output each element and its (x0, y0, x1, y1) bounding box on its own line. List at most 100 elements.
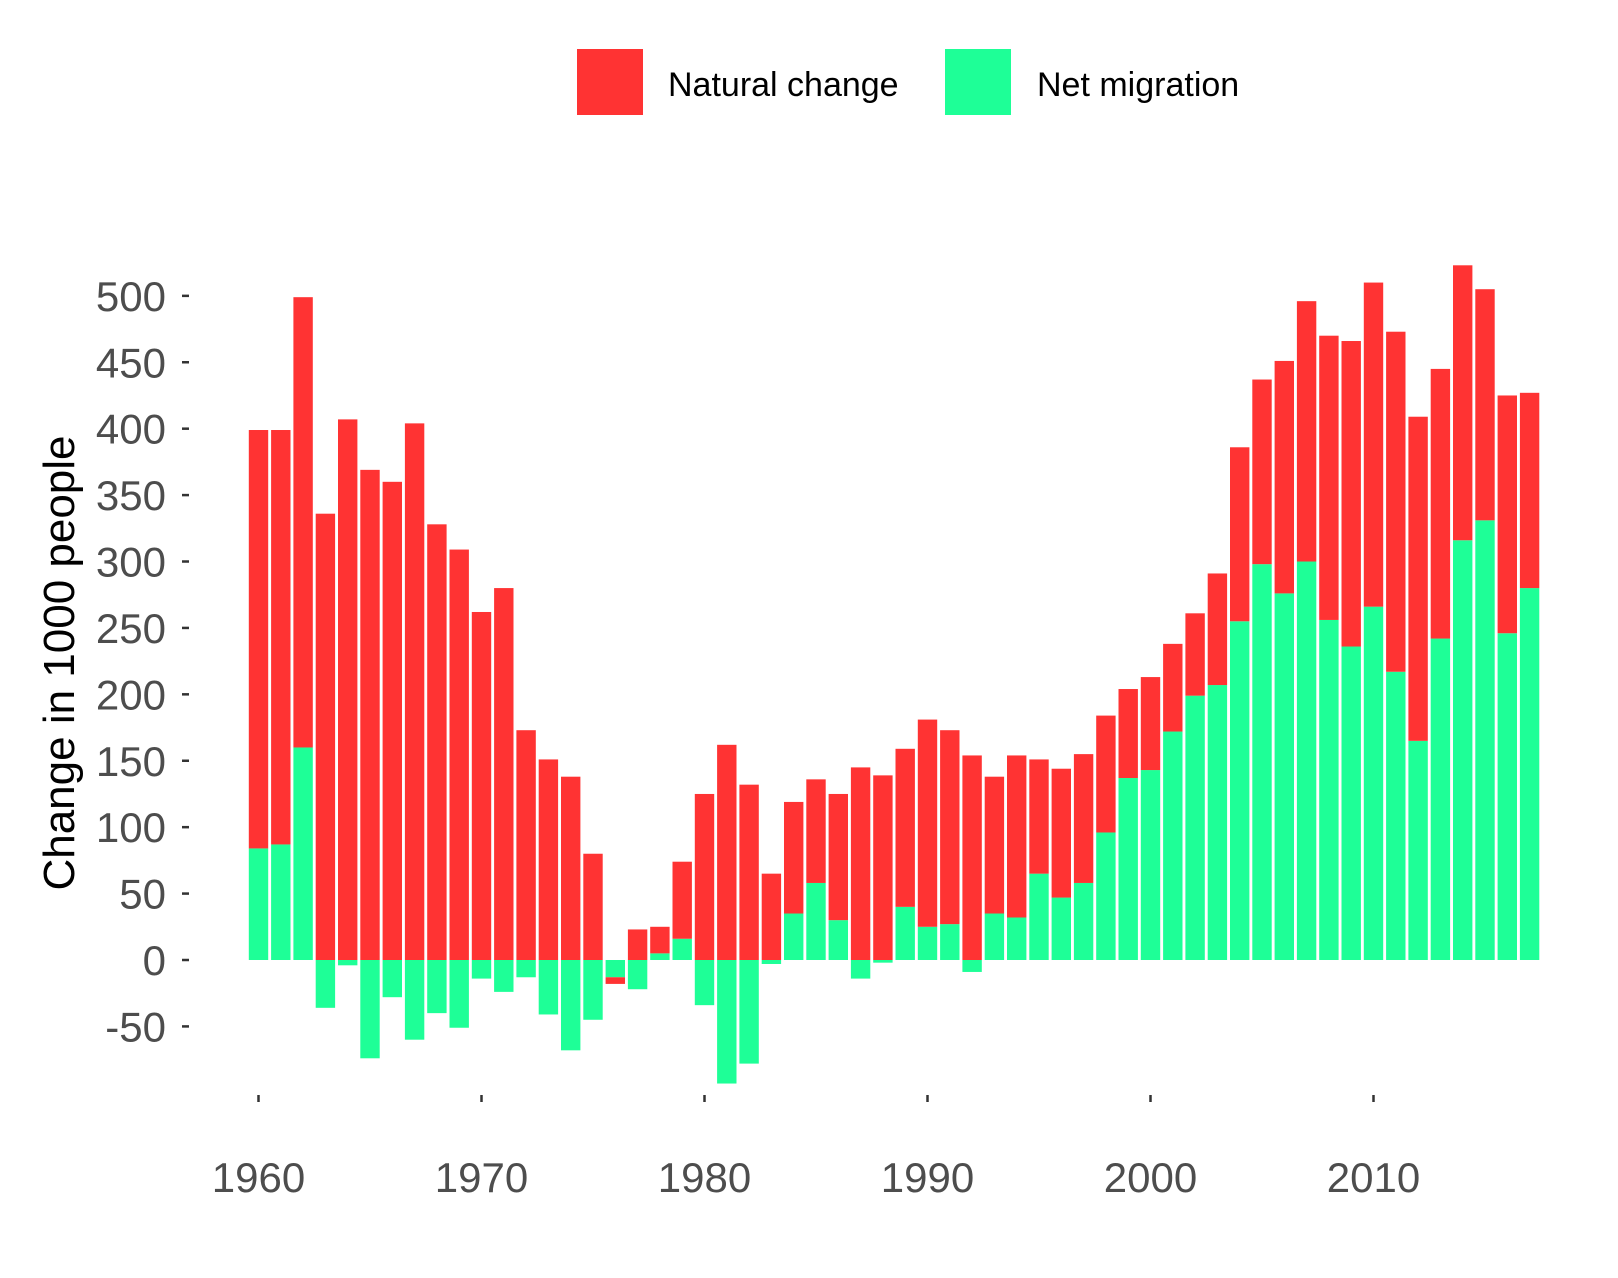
legend: Natural change Net migration (577, 49, 1239, 115)
bar-natural-change (1430, 368, 1451, 639)
bar-net-migration (338, 960, 358, 966)
y-axis-title: Change in 1000 people (35, 435, 84, 890)
bar-net-migration (404, 960, 425, 1040)
bar-net-migration (1341, 646, 1361, 960)
bar-net-migration (717, 960, 737, 1084)
bar-natural-change (1319, 335, 1339, 620)
bar-natural-change (1163, 643, 1183, 732)
bar-net-migration (471, 960, 492, 979)
bar-natural-change (1519, 392, 1540, 589)
bar-net-migration (1408, 740, 1428, 960)
y-tick-label: 50 (119, 871, 166, 918)
bars (248, 265, 1540, 1084)
bar-natural-change (494, 588, 514, 960)
bar-natural-change (1386, 331, 1406, 672)
bar-natural-change (1140, 677, 1161, 771)
x-tick-label: 1980 (658, 1154, 751, 1201)
bar-natural-change (1475, 289, 1495, 521)
bar-natural-change (1007, 755, 1027, 918)
bar-net-migration (940, 924, 960, 960)
legend-label-natural-change: Natural change (668, 66, 899, 104)
bar-net-migration (449, 960, 469, 1028)
bar-natural-change (315, 513, 336, 960)
bar-net-migration (739, 960, 759, 1064)
bar-natural-change (850, 767, 871, 960)
bar-net-migration (1073, 882, 1094, 960)
bar-natural-change (1118, 689, 1138, 779)
bar-natural-change (1296, 301, 1317, 562)
bar-net-migration (1207, 685, 1228, 960)
bar-natural-change (940, 730, 960, 925)
bar-net-migration (1118, 778, 1138, 960)
bar-natural-change (471, 611, 492, 960)
bar-natural-change (1207, 573, 1228, 686)
bar-net-migration (806, 882, 826, 960)
bar-net-migration (1185, 695, 1205, 960)
bar-natural-change (895, 748, 915, 907)
y-tick-label: 0 (143, 937, 166, 984)
bar-net-migration (427, 960, 447, 1014)
y-tick-label: 500 (96, 273, 166, 320)
bar-natural-change (404, 423, 425, 960)
bar-natural-change (917, 719, 938, 927)
legend-swatch-natural-change (577, 49, 643, 115)
bar-net-migration (516, 960, 536, 978)
bar-net-migration (248, 848, 269, 960)
bar-natural-change (962, 755, 982, 960)
bar-natural-change (1497, 395, 1517, 634)
bar-net-migration (538, 960, 559, 1015)
y-tick-label: 350 (96, 472, 166, 519)
bar-net-migration (1029, 873, 1049, 960)
bar-net-migration (1319, 619, 1339, 960)
bar-natural-change (1185, 613, 1205, 696)
bar-natural-change (984, 776, 1005, 914)
x-tick-label: 1970 (435, 1154, 528, 1201)
bar-net-migration (650, 953, 670, 960)
bar-natural-change (449, 549, 469, 960)
bar-net-migration (315, 960, 336, 1008)
bar-net-migration (1519, 588, 1540, 960)
bar-net-migration (917, 926, 938, 960)
bar-natural-change (650, 926, 670, 954)
bar-net-migration (561, 960, 581, 1051)
bar-net-migration (1096, 832, 1116, 960)
bar-natural-change (694, 793, 715, 960)
bar-net-migration (1274, 593, 1294, 960)
x-tick-label: 2010 (1327, 1154, 1420, 1201)
bar-net-migration (1430, 638, 1451, 960)
bar-natural-change (739, 784, 759, 960)
bar-net-migration (873, 960, 893, 963)
legend-swatch-net-migration (945, 49, 1011, 115)
bar-natural-change (672, 861, 692, 939)
bar-net-migration (382, 960, 402, 998)
bar-net-migration (1163, 731, 1183, 960)
bar-natural-change (583, 853, 603, 960)
bar-natural-change (1252, 379, 1272, 565)
y-tick-label: -50 (105, 1003, 166, 1050)
bar-net-migration (828, 920, 848, 960)
bar-net-migration (761, 960, 782, 964)
bar-net-migration (984, 913, 1005, 960)
bar-net-migration (1007, 917, 1027, 960)
bar-net-migration (1051, 897, 1071, 960)
bar-natural-change (293, 297, 313, 748)
bar-natural-change (1453, 265, 1473, 541)
bar-net-migration (360, 960, 380, 1059)
bar-net-migration (694, 960, 715, 1006)
y-tick-label: 100 (96, 804, 166, 851)
bar-natural-change (338, 419, 358, 960)
bar-net-migration (293, 747, 313, 960)
y-tick-label: 450 (96, 339, 166, 386)
bar-natural-change (1341, 341, 1361, 647)
bar-natural-change (1408, 416, 1428, 741)
bar-natural-change (1073, 754, 1094, 883)
bar-net-migration (1252, 564, 1272, 960)
bar-net-migration (1296, 561, 1317, 960)
bar-net-migration (1497, 633, 1517, 960)
bar-natural-change (784, 801, 804, 914)
bar-natural-change (828, 793, 848, 921)
y-tick-label: 150 (96, 738, 166, 785)
legend-label-net-migration: Net migration (1037, 66, 1239, 104)
bar-net-migration (672, 938, 692, 960)
bar-natural-change (516, 730, 536, 960)
